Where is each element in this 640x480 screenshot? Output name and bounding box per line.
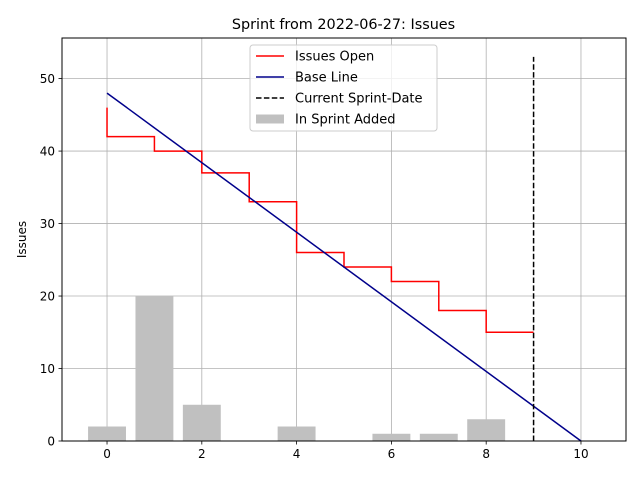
legend-box [249,44,438,132]
y-tick-label: 0 [47,435,55,449]
axis-ticks: 0 2 4 6 8 10 0 10 20 30 40 50 [40,72,589,461]
y-tick-label: 10 [40,362,55,376]
y-tick-label: 30 [40,217,55,231]
x-tick-label: 10 [573,447,588,461]
x-tick-label: 0 [103,447,111,461]
legend-label: In Sprint Added [295,113,396,128]
issues-open-line [106,107,534,334]
x-tick-label: 2 [198,447,206,461]
added-bar [88,426,126,441]
legend-swatch-bar [256,114,284,124]
x-tick-label: 4 [293,447,301,461]
y-tick-label: 40 [40,145,55,159]
added-bar [135,296,174,441]
added-bar [182,404,221,441]
y-tick-label: 50 [40,72,55,86]
added-bar [372,433,411,441]
legend-label: Issues Open [295,50,374,65]
chart-title: Sprint from 2022-06-27: Issues [232,17,455,33]
x-tick-label: 6 [388,447,396,461]
added-bar [277,426,316,441]
legend: Issues Open Base Line Current Sprint-Date I… [249,44,438,132]
y-tick-label: 20 [40,290,55,304]
y-axis-label: Issues [15,221,29,258]
added-bar [467,419,506,441]
plot-frame [61,37,627,442]
base-line [106,92,582,442]
series-lines [106,56,582,442]
added-bars [88,296,506,441]
added-bar [419,433,458,441]
legend-label: Base Line [295,71,358,86]
legend-label: Current Sprint-Date [295,92,423,107]
x-tick-label: 8 [482,447,490,461]
